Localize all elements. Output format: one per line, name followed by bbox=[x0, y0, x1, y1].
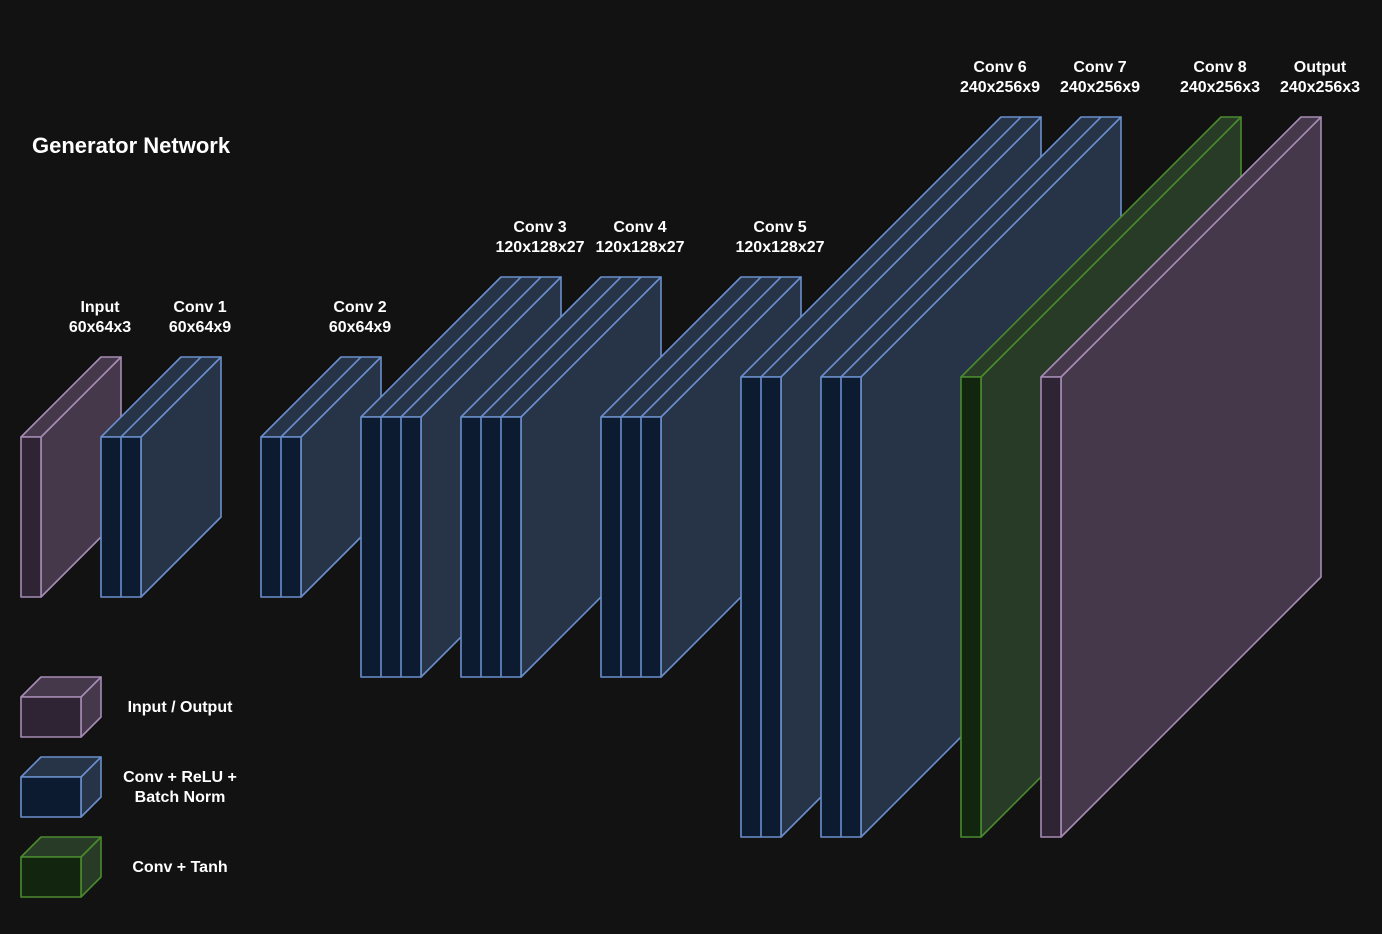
layer-label-name: Conv 8 bbox=[1193, 59, 1246, 76]
layer-label-name: Output bbox=[1294, 59, 1347, 76]
layer-label-dims: 240x256x3 bbox=[1180, 79, 1260, 96]
layer-blocks bbox=[20, 116, 1322, 838]
layer-label-name: Conv 2 bbox=[333, 299, 386, 316]
diagram-title: Generator Network bbox=[32, 133, 231, 158]
layer-label-dims: 240x256x9 bbox=[960, 79, 1040, 96]
legend-swatch-tanh bbox=[20, 836, 102, 898]
layer-label-name: Conv 5 bbox=[753, 219, 806, 236]
layer-block-conv-4 bbox=[460, 276, 662, 678]
layer-label-name: Conv 1 bbox=[173, 299, 226, 316]
legend-label-io: Input / Output bbox=[128, 699, 234, 716]
block-front-face bbox=[360, 416, 422, 678]
layer-label-dims: 240x256x9 bbox=[1060, 79, 1140, 96]
block-slice-edge bbox=[280, 356, 362, 438]
layer-label-dims: 120x128x27 bbox=[736, 239, 825, 256]
layer-label-dims: 120x128x27 bbox=[496, 239, 585, 256]
legend: Input / Output Conv + ReLU + Batch Norm … bbox=[20, 676, 237, 898]
layer-label-dims: 120x128x27 bbox=[596, 239, 685, 256]
block-front-face bbox=[20, 856, 82, 898]
block-front-face bbox=[600, 416, 662, 678]
layer-labels: Input 60x64x3 Conv 1 60x64x9 Conv 2 60x6… bbox=[69, 59, 1360, 336]
layer-label-dims: 60x64x9 bbox=[329, 319, 391, 336]
legend-label-conv-line-2: Batch Norm bbox=[135, 789, 226, 806]
block-slice-edge bbox=[120, 356, 202, 438]
block-slice-edge bbox=[500, 276, 642, 418]
block-slice-edge bbox=[640, 276, 782, 418]
layer-label-name: Conv 3 bbox=[513, 219, 566, 236]
layer-label-dims: 240x256x3 bbox=[1280, 79, 1360, 96]
legend-swatch-conv bbox=[20, 756, 102, 818]
legend-label-conv-line-1: Conv + ReLU + bbox=[123, 769, 237, 786]
layer-block-output bbox=[1040, 116, 1322, 838]
layer-label-dims: 60x64x3 bbox=[69, 319, 131, 336]
block-front-face bbox=[20, 696, 82, 738]
layer-label-name: Conv 4 bbox=[613, 219, 666, 236]
block-front-face bbox=[20, 436, 42, 598]
block-front-face bbox=[20, 776, 82, 818]
legend-swatch-io bbox=[20, 676, 102, 738]
block-slice-edge bbox=[380, 276, 522, 418]
layer-label-name: Conv 6 bbox=[973, 59, 1026, 76]
block-slice-edge bbox=[620, 276, 762, 418]
block-slice-edge bbox=[840, 116, 1102, 378]
layer-label-name: Input bbox=[80, 299, 120, 316]
legend-label-tanh: Conv + Tanh bbox=[132, 859, 227, 876]
layer-label-dims: 60x64x9 bbox=[169, 319, 231, 336]
block-front-face bbox=[460, 416, 522, 678]
block-slice-edge bbox=[400, 276, 542, 418]
block-slice-edge bbox=[760, 116, 1022, 378]
block-front-face bbox=[960, 376, 982, 838]
layer-label-name: Conv 7 bbox=[1073, 59, 1126, 76]
block-front-face bbox=[1040, 376, 1062, 838]
block-slice-edge bbox=[480, 276, 622, 418]
layer-block-conv-1 bbox=[100, 356, 222, 598]
